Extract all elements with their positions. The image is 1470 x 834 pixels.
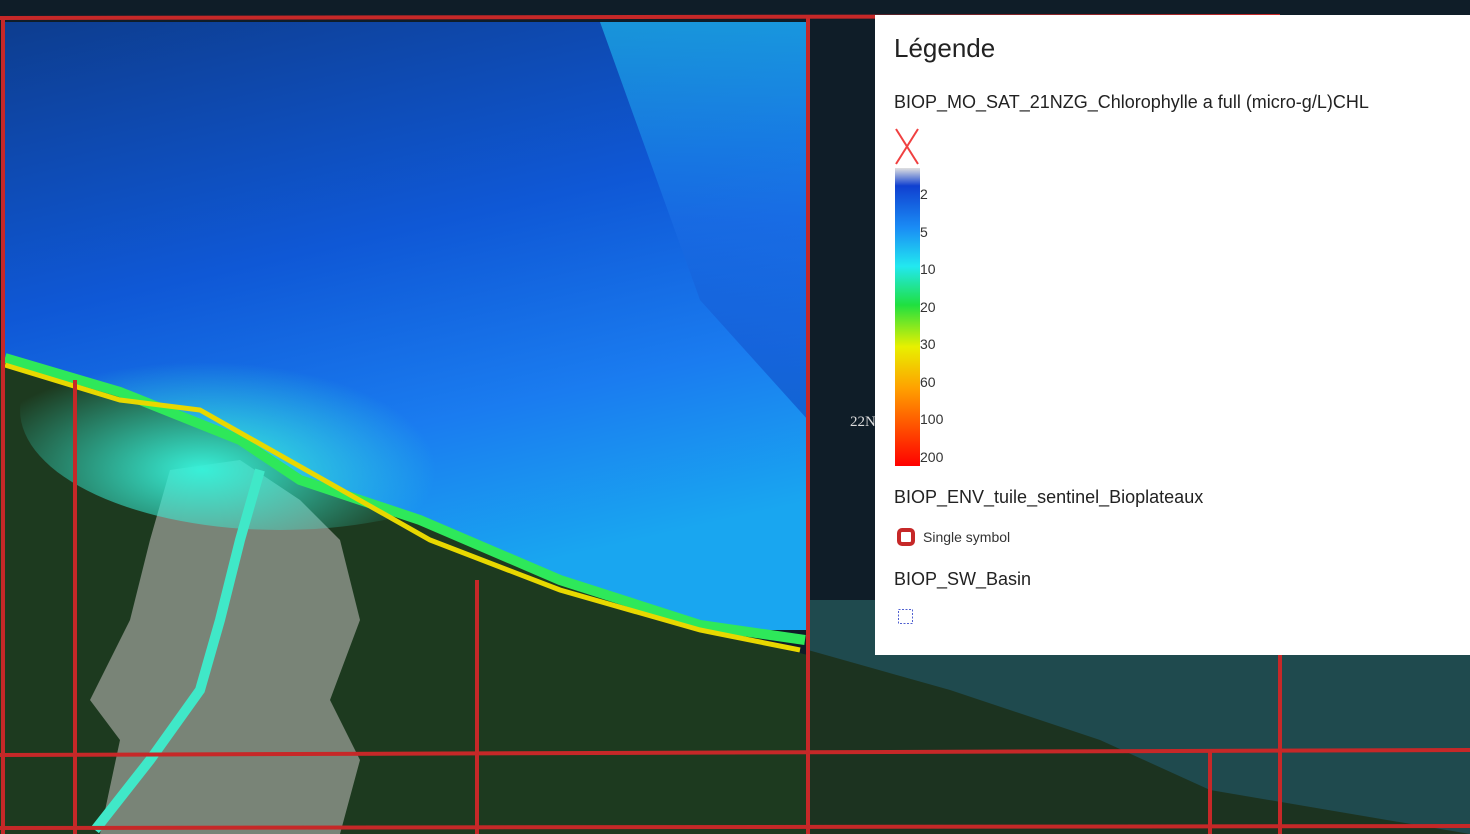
river-plume [20,290,540,530]
symbol-label: Single symbol [923,529,1011,545]
legend-panel: Légende BIOP_MO_SAT_21NZG_Chlorophylle a… [875,15,1470,655]
river [91,468,265,834]
layer-name: BIOP_MO_SAT_21NZG_Chlorophylle a full (m… [894,92,1369,112]
symbol-icon [897,528,915,546]
basin [90,460,360,834]
color-ramp [895,128,920,466]
ramp-label: 100 [920,411,944,427]
layer-name: BIOP_ENV_tuile_sentinel_Bioplateaux [894,487,1204,507]
ramp-label: 30 [920,336,936,352]
basin-icon [898,609,913,624]
chlorophyll-layer [600,22,808,420]
ramp-label: 200 [920,448,944,465]
land [808,650,1470,834]
tile-label: 22N [850,414,876,430]
ramp-label: 5 [920,223,928,240]
coastal-band [4,362,801,653]
ramp-label: 20 [920,298,936,315]
layer-name: BIOP_SW_Basin [894,569,1032,589]
ramp-label: 60 [920,373,936,390]
ramp-label: 2 [920,186,928,202]
ramp-label: 10 [920,261,936,277]
legend-title: Légende [894,33,996,63]
